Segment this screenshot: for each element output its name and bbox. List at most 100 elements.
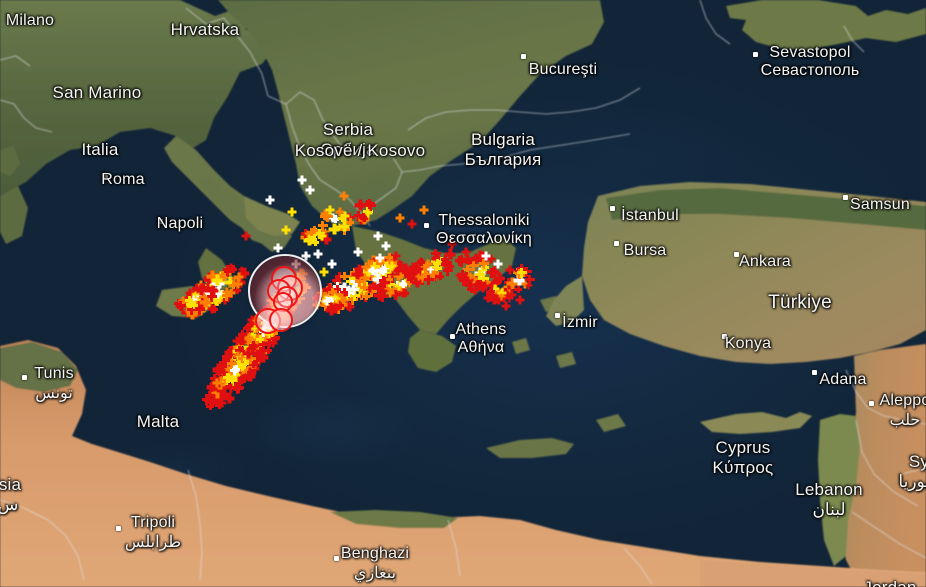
lightning-strike-marker xyxy=(223,392,235,404)
lightning-strike-marker xyxy=(490,284,500,294)
lightning-strike-marker xyxy=(395,213,405,223)
lightning-strike-marker xyxy=(465,280,474,289)
lightning-strike-marker xyxy=(198,283,207,292)
lightning-strike-marker xyxy=(219,362,227,370)
city-aleppo: Aleppo حلب xyxy=(879,392,926,429)
lightning-strike-marker xyxy=(247,320,255,328)
lightning-strike-marker xyxy=(222,380,231,389)
detection-ring xyxy=(269,308,293,332)
lightning-strike-marker xyxy=(498,293,506,301)
country-kosovo: Kosovë / Kosovo xyxy=(294,141,426,160)
city-sevastopol-dot xyxy=(753,52,758,57)
lightning-strike-marker xyxy=(513,284,522,293)
lightning-strike-marker xyxy=(360,273,370,283)
lightning-strike-marker xyxy=(363,266,373,277)
lightning-strike-marker xyxy=(301,251,311,261)
lightning-strike-marker xyxy=(238,362,247,371)
lightning-strike-marker xyxy=(216,386,226,396)
lightning-strike-marker xyxy=(427,266,435,273)
lightning-strike-marker xyxy=(305,185,315,195)
lightning-strike-marker xyxy=(319,267,329,277)
lightning-strike-marker xyxy=(321,301,332,312)
lightning-strike-marker xyxy=(461,271,470,280)
lightning-strike-marker xyxy=(479,267,487,275)
lightning-strike-marker xyxy=(234,272,244,282)
lightning-strike-marker xyxy=(481,251,491,261)
city-ankara-dot xyxy=(734,252,739,257)
lightning-strike-marker xyxy=(423,259,433,269)
lightning-strike-marker xyxy=(250,333,260,343)
lightning-strike-marker xyxy=(313,249,323,259)
lightning-strike-marker xyxy=(226,383,236,393)
lightning-strike-marker xyxy=(371,281,379,289)
lightning-strike-marker xyxy=(385,279,396,290)
lightning-strike-marker xyxy=(513,274,525,286)
lightning-strike-marker xyxy=(375,253,385,263)
lightning-strike-marker xyxy=(517,267,528,278)
lightning-strike-marker xyxy=(307,228,316,237)
lightning-strike-marker xyxy=(469,274,479,284)
lightning-strike-marker xyxy=(322,228,330,236)
lightning-strike-marker xyxy=(399,288,409,298)
lightning-strike-marker xyxy=(418,264,428,274)
lightning-strike-marker xyxy=(226,345,237,356)
lightning-strike-marker xyxy=(218,270,227,279)
lightning-strike-marker xyxy=(355,200,364,209)
lightning-strike-marker xyxy=(384,252,393,261)
lightning-strike-marker xyxy=(206,270,218,282)
lightning-strike-marker xyxy=(220,390,228,398)
city-bursa-dot xyxy=(614,241,619,246)
city-tripoli: Tripoli طرابلس xyxy=(124,514,182,551)
city-sevastopol: Sevastopol Севастополь xyxy=(760,44,860,79)
lightning-strike-marker xyxy=(235,346,244,355)
city-adana: Adana xyxy=(819,371,867,388)
lightning-strike-marker xyxy=(354,276,365,287)
lightning-strike-marker xyxy=(232,285,241,294)
lightning-strike-marker xyxy=(429,268,439,279)
lightning-strike-marker xyxy=(228,265,237,274)
lightning-strike-marker xyxy=(491,278,501,288)
lightning-strike-marker xyxy=(327,293,336,302)
city-napoli: Napoli xyxy=(156,215,204,232)
lightning-strike-marker xyxy=(338,214,347,223)
lightning-strike-marker xyxy=(411,276,423,288)
lightning-strike-marker xyxy=(234,360,244,370)
lightning-strike-marker xyxy=(232,336,242,346)
country-lebanon: Lebanon لبنان xyxy=(795,480,863,519)
lightning-strike-marker xyxy=(493,291,501,299)
lightning-strike-marker xyxy=(507,290,517,300)
lightning-strike-marker xyxy=(237,353,248,364)
lightning-strike-marker xyxy=(252,349,262,359)
lightning-strike-marker xyxy=(185,288,195,298)
lightning-strike-marker xyxy=(349,290,360,301)
city-thessaloniki-dot xyxy=(424,223,429,228)
lightning-strike-marker xyxy=(345,218,354,227)
country-malta: Malta xyxy=(136,412,180,431)
lightning-strike-marker xyxy=(255,333,263,341)
lightning-strike-marker xyxy=(435,272,444,281)
lightning-strike-marker xyxy=(481,263,490,272)
country-bulgaria: Bulgaria България xyxy=(464,130,542,169)
lightning-strike-marker xyxy=(333,297,342,306)
lightning-strike-marker xyxy=(337,293,347,303)
lightning-strike-marker xyxy=(420,270,431,281)
lightning-strike-marker xyxy=(211,274,223,286)
city-tunis: Tunis تونس xyxy=(34,365,74,402)
lightning-strike-marker xyxy=(317,231,327,241)
lightning-strike-marker xyxy=(441,257,452,268)
lightning-strike-marker xyxy=(219,368,229,378)
city-tunis-dot xyxy=(22,375,27,380)
lightning-strike-marker xyxy=(251,325,259,333)
lightning-strike-marker xyxy=(236,333,247,344)
lightning-strike-marker xyxy=(297,175,307,185)
lightning-strike-marker xyxy=(468,260,479,271)
lightning-strike-marker xyxy=(348,285,359,296)
lightning-strike-marker xyxy=(328,213,338,223)
lightning-strike-marker xyxy=(347,295,358,306)
lightning-strike-marker xyxy=(203,283,213,293)
lightning-strike-marker xyxy=(322,296,332,306)
lightning-strike-marker xyxy=(185,296,194,305)
lightning-strike-marker xyxy=(372,273,384,285)
